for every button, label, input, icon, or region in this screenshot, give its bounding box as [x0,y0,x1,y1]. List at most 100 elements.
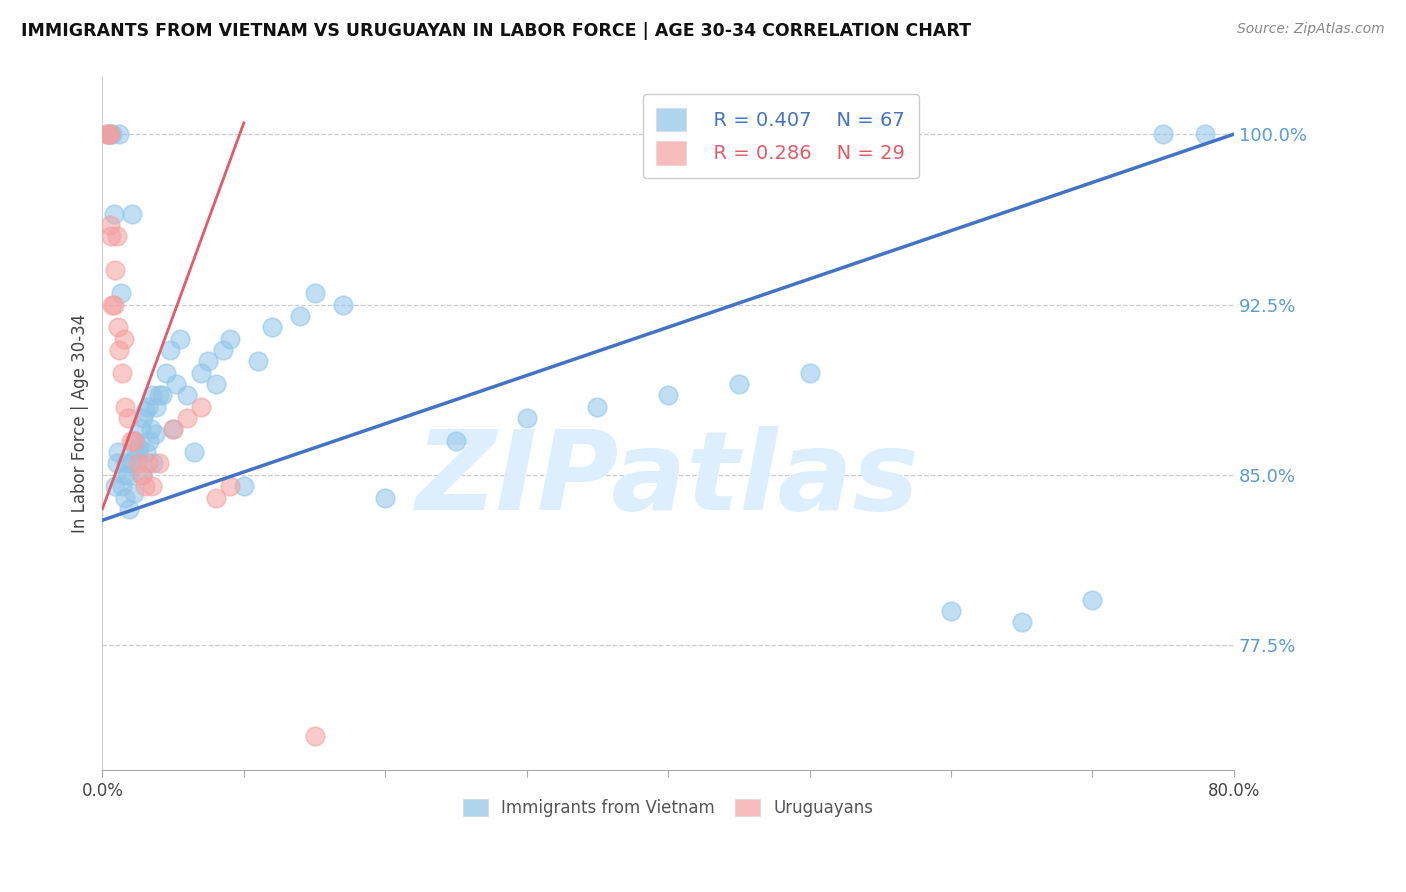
Point [1194,127,1216,141]
Point [1152,127,1174,141]
Point [218,332,240,346]
Point [97,127,120,141]
Point [211,343,233,357]
Point [262,320,284,334]
Point [104,479,127,493]
Point [304,286,326,301]
Point [98,218,121,232]
Point [148,388,170,402]
Point [727,376,749,391]
Point [107,320,129,334]
Point [204,491,226,505]
Point [114,491,136,505]
Point [150,388,173,402]
Point [1011,615,1033,630]
Text: ZIPatlas: ZIPatlas [416,425,920,533]
Point [657,388,679,402]
Point [141,388,163,402]
Point [122,434,145,448]
Point [162,422,184,436]
Point [190,400,212,414]
Point [118,501,141,516]
Point [127,457,149,471]
Point [218,479,240,493]
Point [1081,592,1104,607]
Point [101,127,124,141]
Point [101,297,124,311]
Point [516,411,538,425]
Point [105,229,128,244]
Legend: Immigrants from Vietnam, Uruguayans: Immigrants from Vietnam, Uruguayans [456,792,880,824]
Point [110,286,132,301]
Point [108,343,131,357]
Y-axis label: In Labor Force | Age 30-34: In Labor Force | Age 30-34 [72,314,89,533]
Point [98,127,121,141]
Point [131,467,153,482]
Point [114,400,136,414]
Point [232,479,254,493]
Point [145,400,167,414]
Point [111,366,134,380]
Point [105,457,128,471]
Point [127,445,149,459]
Point [120,457,142,471]
Point [142,457,165,471]
Point [141,479,163,493]
Point [103,297,125,311]
Point [183,445,205,459]
Point [204,376,226,391]
Point [121,207,143,221]
Point [111,479,134,493]
Point [159,343,181,357]
Point [98,127,121,141]
Point [96,127,118,141]
Point [112,332,135,346]
Point [117,411,139,425]
Point [136,400,159,414]
Point [148,457,170,471]
Point [332,297,354,311]
Point [120,434,142,448]
Point [176,411,198,425]
Point [129,422,152,436]
Point [169,332,191,346]
Point [104,263,127,277]
Point [117,467,139,482]
Text: IMMIGRANTS FROM VIETNAM VS URUGUAYAN IN LABOR FORCE | AGE 30-34 CORRELATION CHAR: IMMIGRANTS FROM VIETNAM VS URUGUAYAN IN … [21,22,972,40]
Point [108,127,131,141]
Point [246,354,269,368]
Point [155,366,177,380]
Point [139,422,162,436]
Point [304,729,326,743]
Point [143,426,166,441]
Point [197,354,219,368]
Point [115,457,138,471]
Point [134,404,156,418]
Point [103,207,125,221]
Point [98,127,121,141]
Point [122,486,145,500]
Point [799,366,821,380]
Point [128,441,150,455]
Point [939,604,962,618]
Point [290,309,312,323]
Point [96,127,118,141]
Point [125,450,148,464]
Point [135,445,157,459]
Point [190,366,212,380]
Point [444,434,467,448]
Point [131,467,153,482]
Point [136,457,159,471]
Point [100,229,122,244]
Point [112,467,135,482]
Text: Source: ZipAtlas.com: Source: ZipAtlas.com [1237,22,1385,37]
Point [134,479,156,493]
Point [176,388,198,402]
Point [586,400,609,414]
Point [107,445,129,459]
Point [374,491,396,505]
Point [162,422,184,436]
Point [165,376,187,391]
Point [124,434,146,448]
Point [132,411,155,425]
